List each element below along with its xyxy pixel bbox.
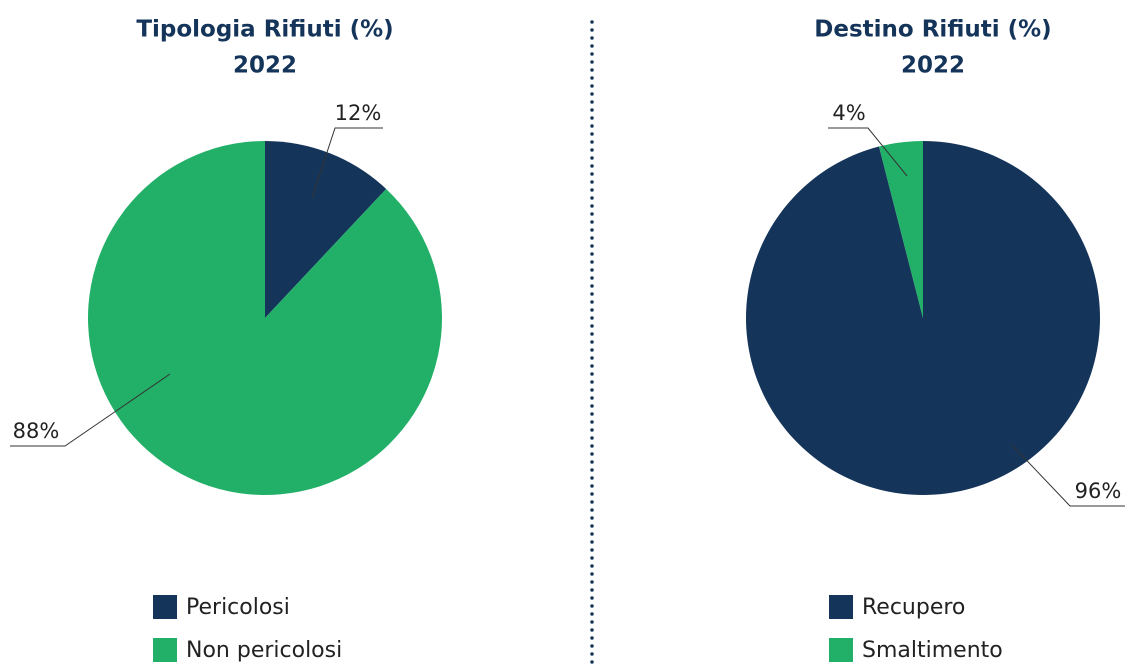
leader-line (311, 127, 383, 199)
legend-swatch (153, 595, 177, 619)
legend-swatch (829, 595, 853, 619)
data-label: 12% (335, 101, 382, 125)
data-label: 4% (832, 101, 865, 125)
leader-line (10, 373, 171, 447)
legend-label: Smaltimento (862, 638, 1003, 663)
pie-slice (88, 141, 443, 495)
pie-slice (746, 141, 1100, 495)
legend-swatch (153, 638, 177, 662)
leader-line (828, 127, 908, 177)
chart-title: Tipologia Rifiuti (%) (136, 17, 393, 43)
data-label: 88% (13, 419, 60, 443)
legend-label: Pericolosi (186, 595, 290, 620)
chart-subtitle: 2022 (901, 53, 965, 79)
data-label: 96% (1075, 479, 1122, 503)
pie-slice (265, 141, 387, 318)
chart-subtitle: 2022 (233, 53, 297, 79)
legend-label: Non pericolosi (186, 638, 342, 663)
leader-line (1011, 444, 1125, 507)
pie-slice (878, 141, 923, 318)
legend-swatch (829, 638, 853, 662)
legend-label: Recupero (862, 595, 965, 620)
chart-title: Destino Rifiuti (%) (814, 17, 1051, 43)
